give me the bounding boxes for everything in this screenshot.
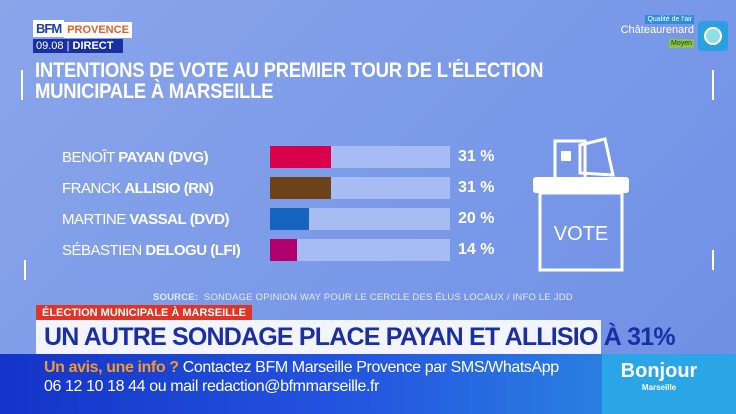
bar-row: BENOÎT PAYAN (DVG) 31 % (62, 146, 494, 168)
candidate-party: (DVD) (189, 210, 230, 228)
time-bar: 09.08 | DIRECT (33, 39, 123, 53)
live-label: DIRECT (72, 40, 114, 52)
bar-row: MARTINE VASSAL (DVD) 20 % (62, 208, 494, 230)
show-logo: Bonjour Marseille (602, 354, 736, 414)
chart-title: INTENTIONS DE VOTE AU PREMIER TOUR DE L'… (35, 59, 544, 103)
channel-logo: BFM PROVENCE 09.08 | DIRECT (33, 20, 132, 53)
air-quality-label: Qualité de l'air (645, 15, 694, 24)
ballot-box-label: VOTE (554, 223, 608, 245)
brand: BFM (33, 20, 65, 37)
candidate-first-name: FRANCK (62, 179, 121, 197)
ticker-line2: 06 12 10 18 44 ou mail redaction@bfmmars… (44, 378, 380, 395)
bar (270, 239, 298, 261)
candidate-label: SÉBASTIEN DELOGU (LFI) (62, 242, 262, 259)
candidate-first-name: BENOÎT (62, 148, 115, 166)
air-quality-level: Moyen (668, 39, 694, 48)
kicker: ÉLECTION MUNICIPALE À MARSEILLE (36, 305, 252, 321)
divider (21, 70, 23, 100)
bar (270, 146, 331, 168)
bar-track (270, 146, 450, 168)
candidate-label: BENOÎT PAYAN (DVG) (62, 149, 262, 166)
divider (24, 260, 26, 280)
show-name: Bonjour (620, 360, 698, 382)
ticker-line1: Contactez BFM Marseille Provence par SMS… (182, 359, 560, 376)
bar-row: FRANCK ALLISIO (RN) 31 % (62, 177, 494, 199)
value-label: 14 % (458, 241, 495, 258)
ticker-lead: Un avis, une info ? (44, 359, 179, 376)
candidate-last-name: PAYAN (118, 148, 165, 166)
candidate-label: MARTINE VASSAL (DVD) (62, 211, 262, 228)
ballot-box-icon: VOTE (533, 137, 629, 272)
bar (270, 208, 310, 230)
bar-track (270, 208, 450, 230)
bar-row: SÉBASTIEN DELOGU (LFI) 14 % (62, 239, 494, 261)
air-quality-icon (698, 21, 728, 51)
bar-track (270, 177, 450, 199)
candidate-party: (RN) (183, 179, 214, 197)
candidate-label: FRANCK ALLISIO (RN) (62, 180, 262, 197)
bar-track (270, 239, 450, 261)
clock: 09.08 (36, 40, 64, 52)
bar (270, 177, 331, 199)
value-label: 31 % (458, 148, 495, 165)
headline: UN AUTRE SONDAGE PLACE PAYAN ET ALLISIO … (36, 320, 676, 354)
region-label: PROVENCE (64, 22, 132, 38)
value-label: 31 % (458, 179, 495, 196)
candidate-party: (DVG) (168, 148, 209, 166)
candidate-last-name: ALLISIO (124, 179, 181, 197)
candidate-party: (LFI) (210, 241, 241, 259)
candidate-first-name: SÉBASTIEN (62, 241, 142, 259)
air-quality-widget: Qualité de l'air Châteaurenard Moyen (621, 12, 728, 51)
candidate-last-name: DELOGU (145, 241, 207, 259)
show-city: Marseille (641, 383, 677, 392)
source-note: SOURCE: SONDAGE OPINION WAY POUR LE CERC… (153, 292, 573, 303)
divider (712, 70, 714, 100)
ticker: Un avis, une info ? Contactez BFM Marsei… (0, 354, 602, 414)
value-label: 20 % (458, 210, 495, 227)
air-quality-city: Châteaurenard (620, 24, 694, 36)
candidate-last-name: VASSAL (129, 210, 187, 228)
divider (712, 250, 714, 270)
source-text: SONDAGE OPINION WAY POUR LE CERCLE DES É… (203, 292, 573, 303)
source-label: SOURCE: (153, 292, 199, 303)
candidate-first-name: MARTINE (62, 210, 126, 228)
